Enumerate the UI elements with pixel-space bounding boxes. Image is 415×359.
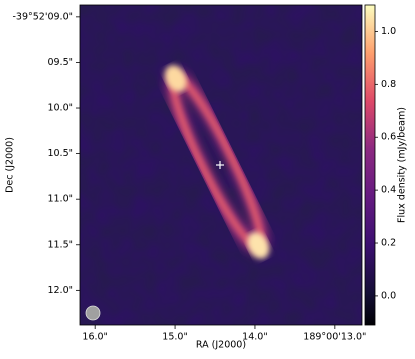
colorbar-tick-label: 0.2 — [381, 238, 396, 249]
y-tick-label: 12.0" — [47, 285, 73, 296]
y-tick-label: 10.0" — [47, 103, 73, 114]
disk — [164, 65, 270, 259]
center-marker — [216, 161, 224, 169]
y-axis-label: Dec (J2000) — [5, 137, 16, 193]
x-tick-label: 189°00'13.0" — [303, 332, 366, 343]
beam — [85, 305, 101, 321]
colorbar-label: Flux density (mJy/beam) — [397, 107, 408, 223]
colorbar-tick-label: 0.0 — [381, 290, 396, 301]
y-tick-label: 09.5" — [47, 57, 73, 68]
x-axis-label: RA (J2000) — [196, 340, 246, 351]
y-tick-label: -39°52'09.0" — [13, 11, 74, 22]
colorbar-tick-label: 0.4 — [381, 185, 396, 196]
colorbar-tick-label: 0.8 — [381, 79, 396, 90]
y-tick-label: 11.5" — [47, 239, 73, 250]
colorbar-tick-label: 0.6 — [381, 132, 396, 143]
x-tick-label: 14.0" — [242, 332, 268, 343]
y-tick-label: 11.0" — [47, 194, 73, 205]
x-tick-label: 16.0" — [82, 332, 108, 343]
y-tick-label: 10.5" — [47, 148, 73, 159]
colorbar-tick-label: 1.0 — [381, 26, 396, 37]
colorbar — [364, 4, 376, 326]
image-frame — [79, 4, 363, 326]
x-tick-label: 15.0" — [162, 332, 188, 343]
image — [80, 5, 362, 325]
